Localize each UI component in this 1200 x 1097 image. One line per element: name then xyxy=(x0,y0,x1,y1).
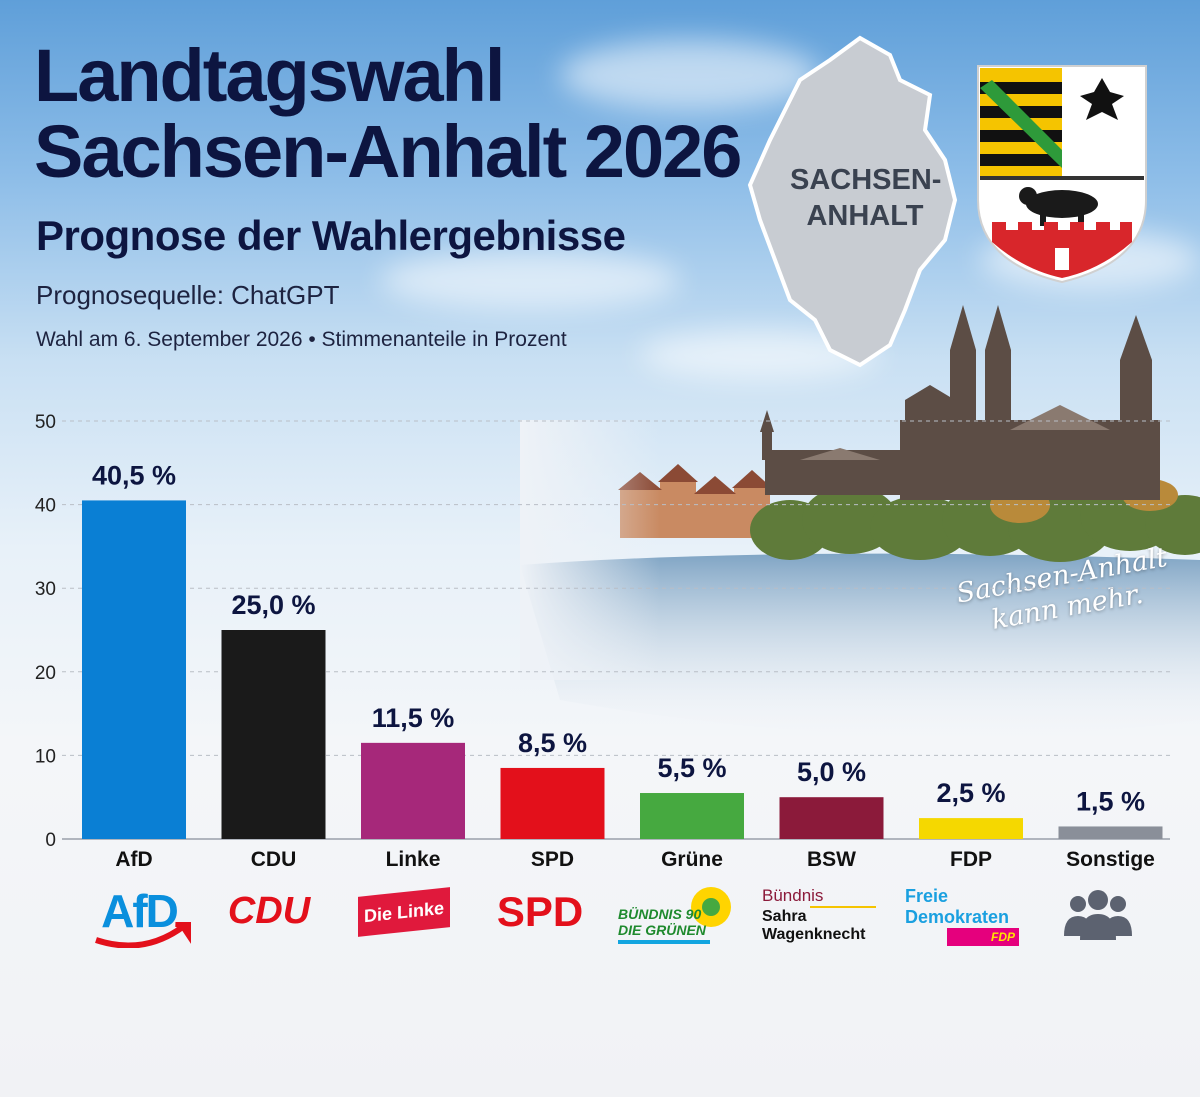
spd-logo: SPD xyxy=(485,888,595,936)
bar-value-label: 5,0 % xyxy=(797,757,866,787)
bar xyxy=(1058,826,1163,839)
afd-logo-text: AfD xyxy=(101,885,179,937)
coat-of-arms-icon xyxy=(977,65,1147,284)
x-category-label: CDU xyxy=(250,848,297,871)
y-tick-label: 40 xyxy=(35,496,56,517)
x-category-label: Linke xyxy=(385,848,441,871)
x-category-label: FDP xyxy=(950,848,992,871)
bar-value-label: 25,0 % xyxy=(231,590,315,620)
bar-value-label: 40,5 % xyxy=(92,460,176,490)
spd-logo-text: SPD xyxy=(496,888,584,935)
note-text: Wahl am 6. September 2026 • Stimmenantei… xyxy=(36,328,567,351)
y-tick-label: 0 xyxy=(45,830,56,851)
cdu-logo: CDU xyxy=(214,890,324,933)
bar-value-label: 11,5 % xyxy=(372,703,455,733)
afd-logo: AfD xyxy=(84,884,194,948)
bar xyxy=(500,767,605,839)
y-tick-label: 10 xyxy=(35,746,56,767)
y-tick-label: 50 xyxy=(35,412,56,433)
bsw-logo-line-1: Bündnis xyxy=(762,886,824,905)
state-map-shape xyxy=(747,35,958,368)
gruene-logo-line-1: BÜNDNIS 90 xyxy=(618,906,702,922)
page-subtitle: Prognose der Wahlergebnisse xyxy=(36,212,626,259)
fdp-logo-line-1: Freie xyxy=(905,886,949,906)
map-label-line-1: SACHSEN- xyxy=(790,164,942,196)
bsw-logo: Bündnis Sahra Wagenknecht xyxy=(762,886,882,944)
bar xyxy=(779,797,884,839)
x-category-label: Grüne xyxy=(661,848,723,871)
y-tick-label: 20 xyxy=(35,663,56,684)
map-label: SACHSEN- ANHALT xyxy=(790,162,942,234)
bar-value-label: 5,5 % xyxy=(657,753,726,783)
fdp-logo-line-2: Demokraten xyxy=(905,907,1010,927)
map-label-line-2: ANHALT xyxy=(806,200,924,232)
bar xyxy=(361,742,465,839)
bar-value-label: 2,5 % xyxy=(936,778,1005,808)
gruene-logo: BÜNDNIS 90 DIE GRÜNEN xyxy=(616,887,736,944)
cdu-logo-text: CDU xyxy=(227,890,311,932)
bar xyxy=(919,818,1023,839)
x-category-label: AfD xyxy=(115,848,153,871)
fdp-logo: Freie Demokraten FDP xyxy=(905,886,1025,946)
bar-value-label: 1,5 % xyxy=(1076,786,1145,816)
source-text: Prognosequelle: ChatGPT xyxy=(36,280,340,310)
bsw-logo-line-3: Wagenknecht xyxy=(762,926,866,943)
bsw-divider xyxy=(810,906,876,908)
sunflower-icon xyxy=(691,887,731,927)
x-category-label: SPD xyxy=(530,848,575,871)
fdp-logo-line-3: FDP xyxy=(947,928,1019,946)
gruene-logo-line-2: DIE GRÜNEN xyxy=(618,922,706,938)
title-line-2: Sachsen-Anhalt 2026 xyxy=(34,110,742,193)
bar xyxy=(82,500,186,839)
x-category-label: Sonstige xyxy=(1066,848,1155,871)
sonstige-logo xyxy=(1058,890,1138,944)
bar-value-label: 8,5 % xyxy=(518,728,587,758)
people-group-icon xyxy=(1064,890,1132,940)
gruene-underline xyxy=(618,940,710,944)
page-title: Landtagswahl Sachsen-Anhalt 2026 xyxy=(34,34,742,193)
y-tick-label: 30 xyxy=(35,579,56,600)
bar xyxy=(640,793,744,839)
afd-arrow-icon xyxy=(95,922,191,948)
x-category-label: BSW xyxy=(807,848,856,871)
title-line-1: Landtagswahl xyxy=(34,34,505,117)
bar xyxy=(221,630,326,839)
bsw-logo-line-2: Sahra xyxy=(762,908,807,925)
